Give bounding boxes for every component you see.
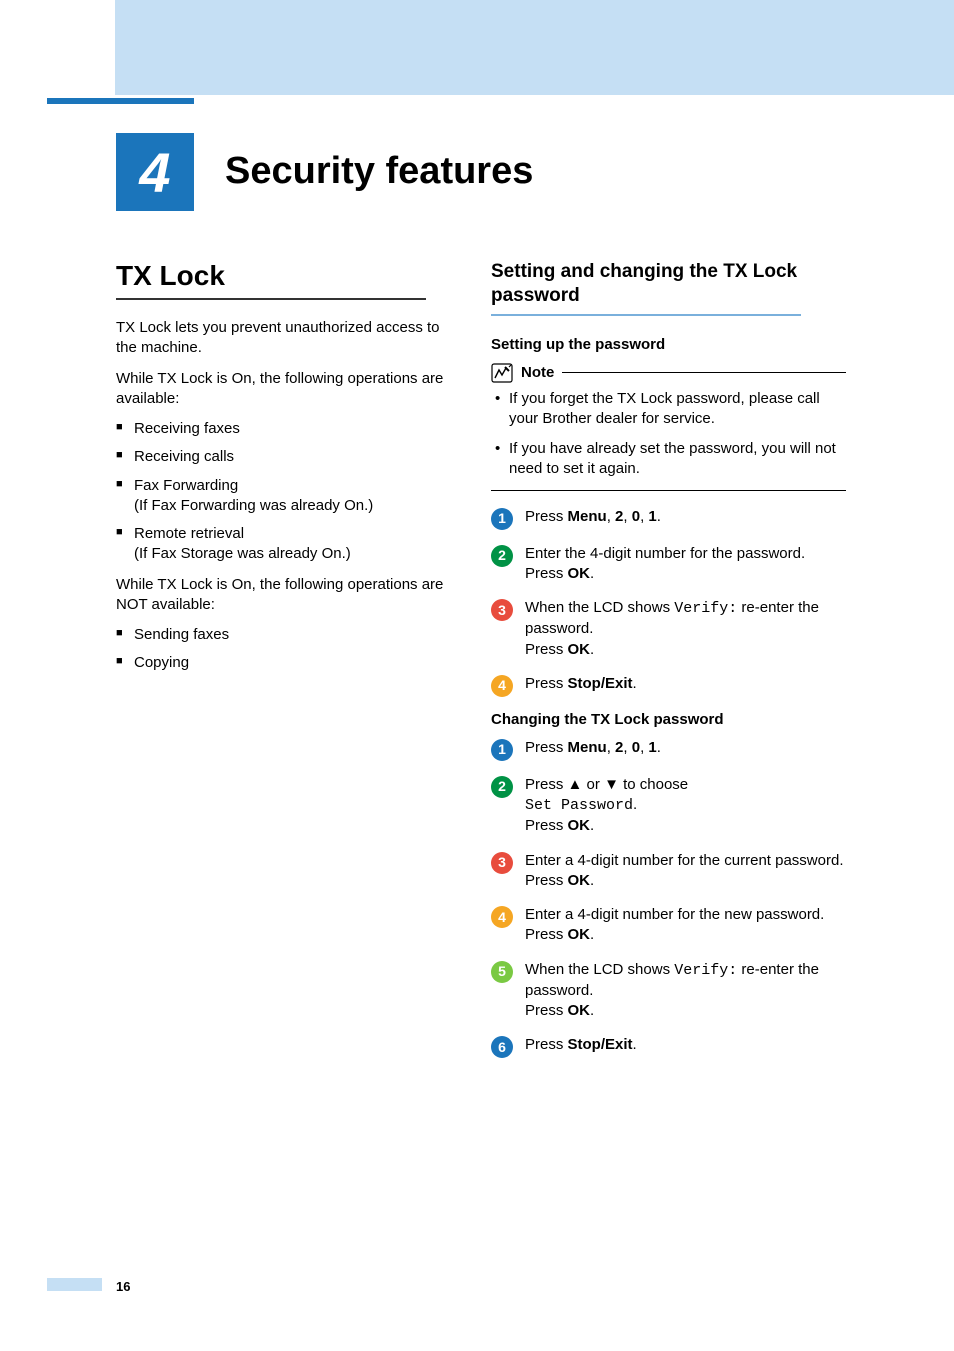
txlock-unavailable-intro: While TX Lock is On, the following opera… bbox=[116, 575, 451, 616]
header-band bbox=[0, 0, 954, 95]
step-text: Press Stop/Exit. bbox=[525, 674, 637, 697]
change-steps: 1 Press Menu, 2, 0, 1. 2 Press ▲ or ▼ to ch… bbox=[491, 738, 846, 1059]
step-badge: 1 bbox=[491, 739, 513, 761]
step: 4 Press Stop/Exit. bbox=[491, 674, 846, 697]
step-badge: 2 bbox=[491, 776, 513, 798]
step: 1 Press Menu, 2, 0, 1. bbox=[491, 738, 846, 761]
step-badge: 4 bbox=[491, 675, 513, 697]
step: 6 Press Stop/Exit. bbox=[491, 1035, 846, 1058]
step-text: Press ▲ or ▼ to choose Set Password.Pres… bbox=[525, 775, 688, 837]
step-badge: 1 bbox=[491, 508, 513, 530]
left-column: TX Lock TX Lock lets you prevent unautho… bbox=[116, 260, 451, 1072]
heading-rule bbox=[116, 298, 426, 300]
chapter-number: 4 bbox=[139, 140, 170, 205]
step-badge: 3 bbox=[491, 852, 513, 874]
unavailable-list: Sending faxes Copying bbox=[116, 625, 451, 674]
step-badge: 5 bbox=[491, 961, 513, 983]
txlock-intro: TX Lock lets you prevent unauthorized ac… bbox=[116, 318, 451, 359]
available-list: Receiving faxes Receiving calls Fax Forwar… bbox=[116, 419, 451, 565]
list-item: Fax Forwarding(If Fax Forwarding was alr… bbox=[116, 476, 451, 517]
step-text: Press Menu, 2, 0, 1. bbox=[525, 738, 661, 761]
note-end-rule bbox=[491, 490, 846, 491]
step-text: Enter a 4-digit number for the new passw… bbox=[525, 905, 824, 946]
step-text: When the LCD shows Verify: re-enter the … bbox=[525, 598, 846, 660]
subheading-setup: Setting up the password bbox=[491, 336, 846, 353]
page-number-bar bbox=[47, 1278, 102, 1291]
note-item: If you have already set the password, yo… bbox=[491, 439, 846, 480]
section-heading-password: Setting and changing the TX Lock passwor… bbox=[491, 260, 846, 308]
step: 3 When the LCD shows Verify: re-enter the… bbox=[491, 598, 846, 660]
subheading-change: Changing the TX Lock password bbox=[491, 711, 846, 728]
step-text: Press Stop/Exit. bbox=[525, 1035, 637, 1058]
list-item-sub: (If Fax Forwarding was already On.) bbox=[134, 496, 451, 516]
step: 2 Enter the 4-digit number for the passwo… bbox=[491, 544, 846, 585]
step-text: Enter a 4-digit number for the current p… bbox=[525, 851, 844, 892]
list-item: Sending faxes bbox=[116, 625, 451, 645]
txlock-available-intro: While TX Lock is On, the following opera… bbox=[116, 369, 451, 410]
step-badge: 2 bbox=[491, 545, 513, 567]
step: 2 Press ▲ or ▼ to choose Set Password.Pre… bbox=[491, 775, 846, 837]
note-item: If you forget the TX Lock password, plea… bbox=[491, 389, 846, 430]
header-accent bbox=[47, 98, 194, 104]
chapter-number-box: 4 bbox=[116, 133, 194, 211]
note-icon bbox=[491, 363, 513, 383]
content-area: TX Lock TX Lock lets you prevent unautho… bbox=[116, 260, 846, 1072]
setup-steps: 1 Press Menu, 2, 0, 1. 2 Enter the 4-digit … bbox=[491, 507, 846, 697]
step-text: When the LCD shows Verify: re-enter the … bbox=[525, 960, 846, 1022]
step: 3 Enter a 4-digit number for the current … bbox=[491, 851, 846, 892]
page-number: 16 bbox=[116, 1279, 130, 1294]
step: 1 Press Menu, 2, 0, 1. bbox=[491, 507, 846, 530]
step-text: Enter the 4-digit number for the passwor… bbox=[525, 544, 805, 585]
step-badge: 3 bbox=[491, 599, 513, 621]
note-list: If you forget the TX Lock password, plea… bbox=[491, 389, 846, 480]
chapter-title: Security features bbox=[225, 150, 533, 193]
list-item: Copying bbox=[116, 653, 451, 673]
step-text: Press Menu, 2, 0, 1. bbox=[525, 507, 661, 530]
list-item: Receiving calls bbox=[116, 447, 451, 467]
right-column: Setting and changing the TX Lock passwor… bbox=[491, 260, 846, 1072]
header-corner bbox=[0, 0, 115, 95]
step: 5 When the LCD shows Verify: re-enter the… bbox=[491, 960, 846, 1022]
list-item-sub: (If Fax Storage was already On.) bbox=[134, 544, 451, 564]
section-heading-txlock: TX Lock bbox=[116, 260, 451, 292]
heading-rule-blue bbox=[491, 314, 801, 316]
note-header: Note bbox=[491, 363, 846, 383]
note-title: Note bbox=[521, 364, 554, 381]
step-badge: 6 bbox=[491, 1036, 513, 1058]
step-badge: 4 bbox=[491, 906, 513, 928]
note-rule bbox=[562, 372, 846, 373]
list-item: Remote retrieval(If Fax Storage was alre… bbox=[116, 524, 451, 565]
list-item: Receiving faxes bbox=[116, 419, 451, 439]
step: 4 Enter a 4-digit number for the new pass… bbox=[491, 905, 846, 946]
